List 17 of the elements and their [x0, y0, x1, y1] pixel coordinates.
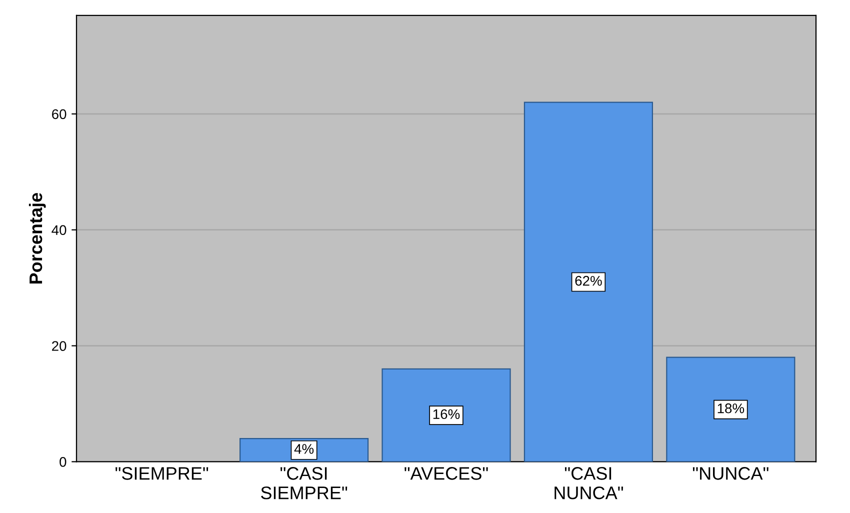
data-label: 18%: [718, 403, 744, 414]
bar: [524, 102, 654, 462]
bar: [382, 368, 511, 462]
bar: [666, 356, 796, 462]
x-tick-label: "CASI NUNCA": [554, 467, 623, 500]
y-tick-label: 20: [52, 341, 66, 351]
x-tick-label: "CASI SIEMPRE": [261, 467, 348, 500]
y-axis-title: Porcentaje: [28, 192, 46, 284]
data-label: 62%: [575, 276, 602, 286]
y-tick-label: 60: [52, 109, 66, 120]
data-label: 4%: [294, 444, 314, 454]
x-tick-label: "NUNCA": [692, 467, 768, 480]
x-tick-label: "AVECES": [404, 467, 488, 480]
x-tick-label: "SIEMPRE": [116, 467, 208, 480]
data-label: 16%: [433, 409, 460, 420]
y-tick-label: 40: [52, 225, 66, 236]
y-tick-label: 0: [60, 457, 66, 467]
